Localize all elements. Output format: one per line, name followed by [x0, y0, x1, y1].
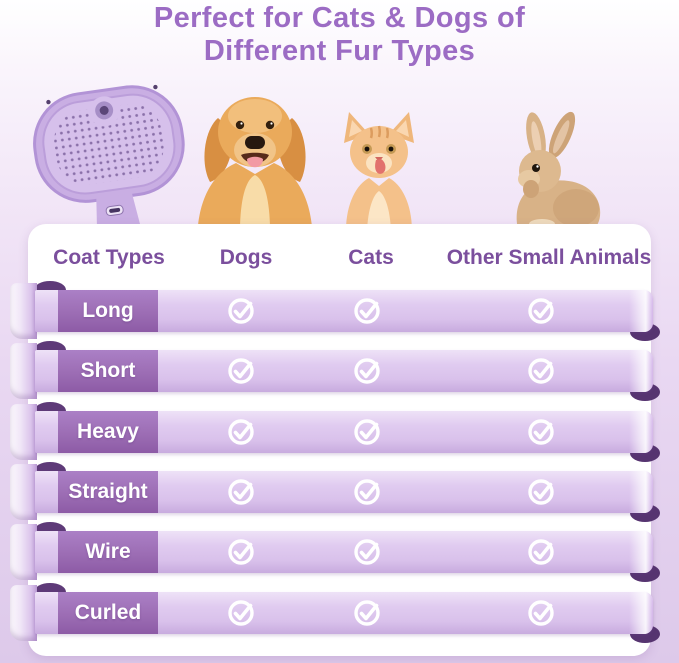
- ribbon-band: Long: [35, 290, 653, 332]
- table-row: Straight: [10, 462, 660, 522]
- check-icon: [226, 295, 258, 327]
- table-row: Short: [10, 341, 660, 401]
- check-icon: [352, 597, 384, 629]
- column-header-coat-types: Coat Types: [53, 246, 165, 269]
- coat-type-label: Long: [58, 290, 158, 332]
- check-icon: [352, 295, 384, 327]
- column-header-other-small-animals: Other Small Animals: [446, 246, 652, 269]
- check-icon: [226, 476, 258, 508]
- ribbon-curl: [10, 343, 37, 399]
- ribbon-band: Curled: [35, 592, 653, 634]
- orange-kitten-cat-photo: [344, 112, 414, 231]
- check-icon: [526, 536, 558, 568]
- page-title-line2: Different Fur Types: [203, 35, 476, 67]
- check-icon: [352, 476, 384, 508]
- table-row: Curled: [10, 583, 660, 643]
- table-row: Heavy: [10, 402, 660, 462]
- check-icon: [226, 416, 258, 448]
- coat-type-label: Wire: [58, 531, 158, 573]
- coat-type-label: Heavy: [58, 411, 158, 453]
- ribbon-curl: [10, 404, 37, 460]
- check-icon: [526, 416, 558, 448]
- brown-rabbit-photo: [516, 111, 601, 229]
- pet-slicker-brush-photo: [33, 84, 185, 230]
- page-title-line1: Perfect for Cats & Dogs of: [153, 2, 526, 34]
- ribbon-curl: [10, 283, 37, 339]
- ribbon-band: Heavy: [35, 411, 653, 453]
- table-row: Wire: [10, 522, 660, 582]
- page-title: Perfect for Cats & Dogs of Different Fur…: [0, 2, 679, 68]
- coat-type-label: Curled: [58, 592, 158, 634]
- table-row: Long: [10, 281, 660, 341]
- check-icon: [352, 536, 384, 568]
- ribbon-band: Wire: [35, 531, 653, 573]
- check-icon: [526, 476, 558, 508]
- ribbon-curl: [10, 464, 37, 520]
- ribbon-band: Short: [35, 350, 653, 392]
- coat-type-label: Straight: [58, 471, 158, 513]
- golden-retriever-dog-photo: [198, 97, 312, 226]
- ribbon-curl: [10, 585, 37, 641]
- check-icon: [226, 355, 258, 387]
- check-icon: [526, 597, 558, 629]
- ribbon-band: Straight: [35, 471, 653, 513]
- check-icon: [526, 295, 558, 327]
- check-icon: [526, 355, 558, 387]
- ribbon-curl: [10, 524, 37, 580]
- column-header-dogs: Dogs: [219, 246, 273, 269]
- check-icon: [352, 416, 384, 448]
- column-header-cats: Cats: [348, 246, 394, 269]
- check-icon: [226, 597, 258, 629]
- check-icon: [352, 355, 384, 387]
- coat-type-label: Short: [58, 350, 158, 392]
- check-icon: [226, 536, 258, 568]
